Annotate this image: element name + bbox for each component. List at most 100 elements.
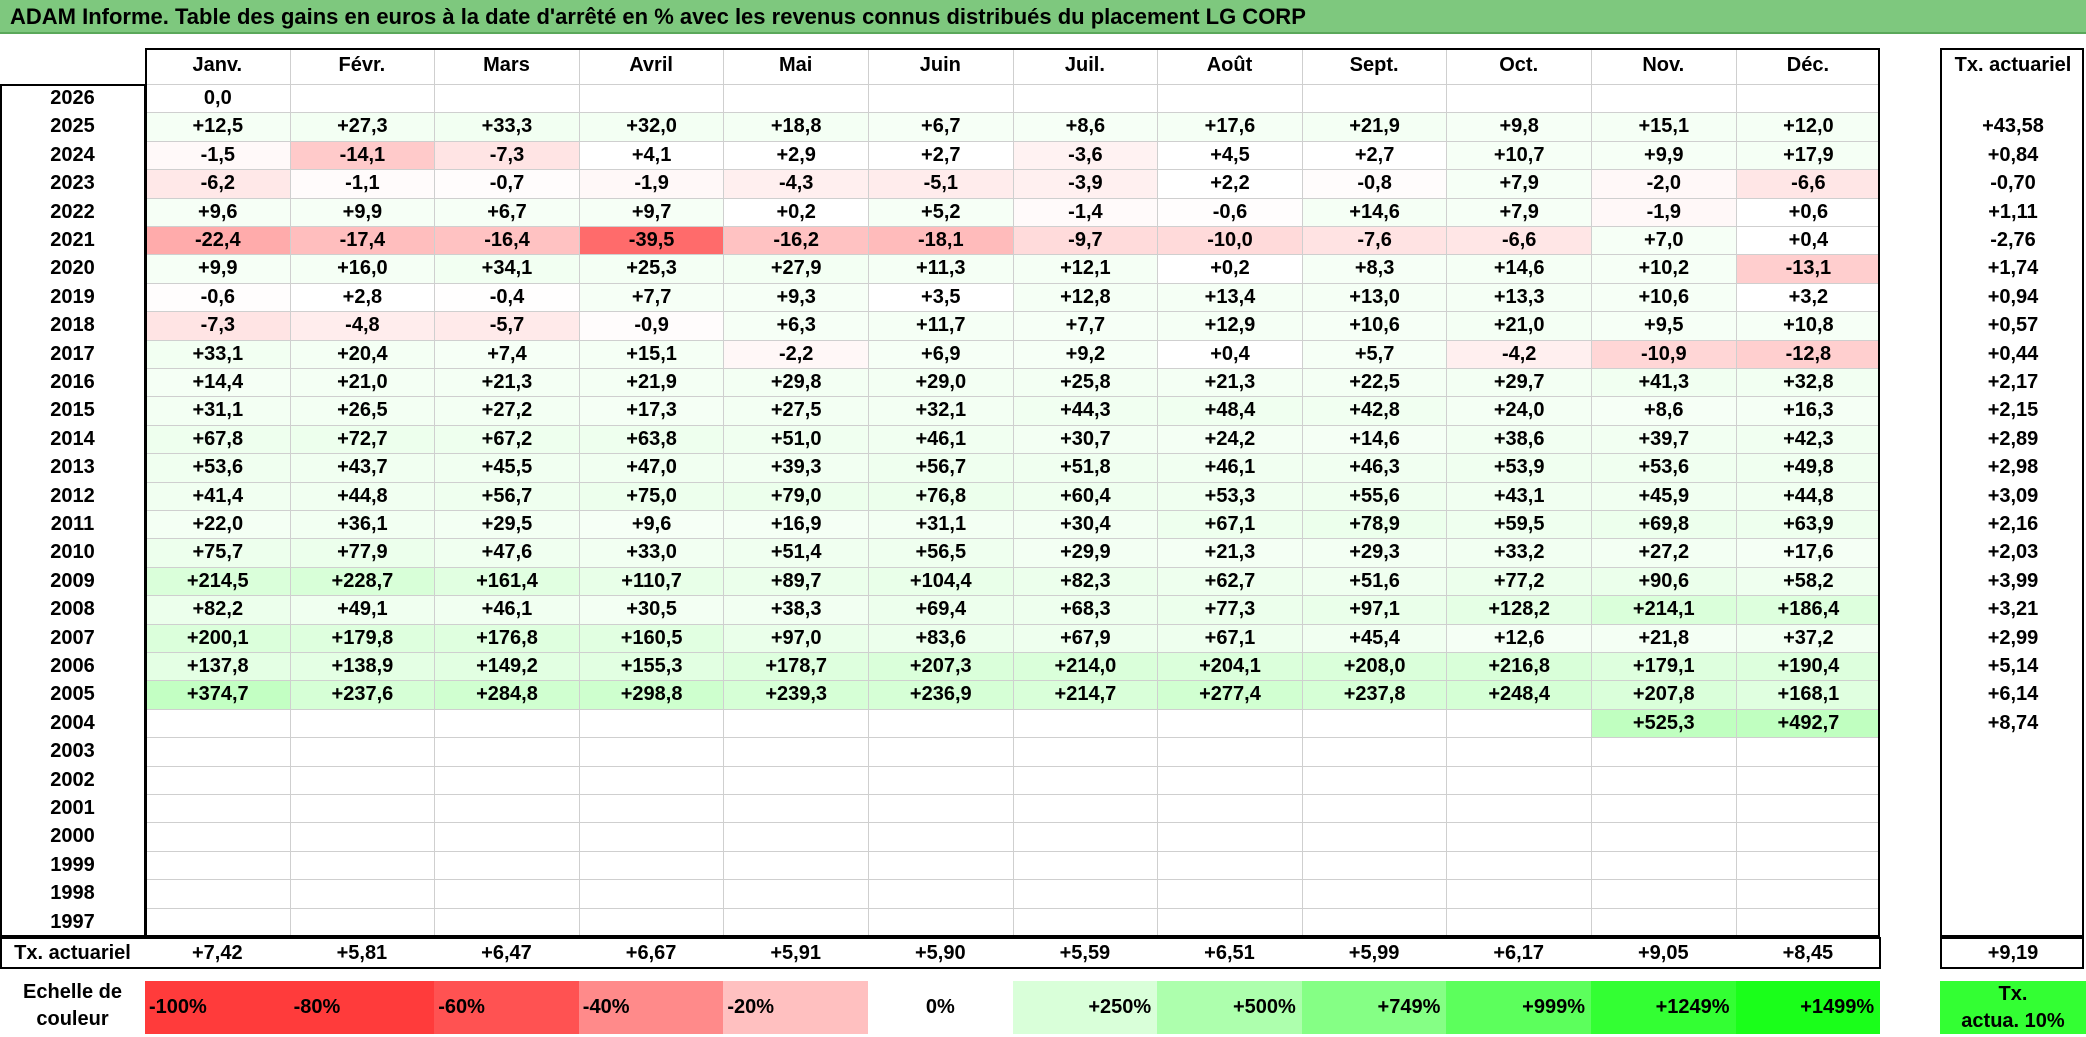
gain-cell — [146, 823, 290, 850]
gain-cell: +2,7 — [1354, 143, 1395, 166]
gain-cell — [1014, 880, 1158, 907]
gain-cell: +9,9 — [1592, 141, 1736, 170]
year-label: 2007 — [50, 626, 95, 649]
annual-rate — [1940, 908, 2086, 936]
gain-cell: -6,2 — [146, 170, 290, 198]
year-label: 1999 — [50, 853, 95, 876]
gain-cell: +7,9 — [1447, 170, 1591, 198]
gain-cell: +56,5 — [869, 539, 1013, 567]
gain-cell: +17,6 — [1736, 539, 1881, 567]
gain-cell: +14,4 — [146, 369, 290, 397]
gain-cell: +14,6 — [1447, 255, 1591, 283]
gain-cell: +2,9 — [776, 143, 816, 166]
gain-cell — [1014, 767, 1158, 794]
gain-cell: -2,0 — [1592, 170, 1736, 198]
gain-cell: +104,4 — [869, 567, 1013, 596]
gain-cell: -9,7 — [1013, 227, 1158, 255]
gain-cell — [1158, 909, 1302, 936]
grid-line — [1301, 48, 1303, 936]
gain-cell: +62,7 — [1158, 567, 1302, 596]
gain-cell — [1592, 909, 1736, 936]
gain-cell: +8,3 — [1302, 255, 1447, 283]
footer-rate: +6,51 — [1204, 942, 1255, 964]
gain-cell: +29,3 — [1302, 539, 1447, 567]
annual-header: Tx. actuariel — [1954, 54, 2072, 76]
gain-cell: +36,1 — [290, 511, 435, 539]
gain-cell — [1737, 767, 1881, 794]
year-label: 2018 — [50, 314, 95, 337]
gain-cell: -7,3 — [146, 312, 290, 340]
gain-cell — [1592, 767, 1736, 794]
gain-cell: +82,2 — [146, 596, 290, 624]
annual-rate: +0,94 — [1987, 285, 2039, 308]
gain-cell: +67,1 — [1158, 511, 1302, 539]
gain-cell — [435, 738, 579, 765]
gain-cell — [869, 909, 1013, 936]
gain-cell: +22,0 — [146, 511, 290, 539]
gain-cell: +83,6 — [869, 624, 1013, 652]
gain-cell: 0,0 — [203, 87, 232, 109]
gain-cell: +34,1 — [435, 255, 579, 283]
gain-cell — [724, 823, 868, 850]
gain-cell: +46,3 — [1302, 454, 1447, 482]
gain-cell: -16,2 — [724, 227, 868, 255]
gain-cell: +13,4 — [1158, 283, 1302, 312]
gain-cell — [1447, 823, 1591, 850]
gain-cell: +12,1 — [1013, 255, 1158, 283]
grid-line — [1446, 48, 1448, 936]
gain-cell: +21,9 — [579, 369, 724, 397]
gain-cell: +29,7 — [1447, 369, 1591, 397]
gain-cell: +525,3 — [1592, 709, 1736, 738]
gain-cell: +10,6 — [1592, 283, 1736, 312]
annual-rate: +2,99 — [1987, 626, 2039, 649]
gain-cell — [1447, 767, 1591, 794]
grid-line — [434, 48, 436, 936]
scale-stop: +500% — [1157, 981, 1302, 1034]
gain-cell: +13,3 — [1447, 283, 1591, 312]
gain-cell — [1447, 710, 1591, 737]
gain-cell: +38,6 — [1447, 425, 1591, 454]
gain-cell: +6,9 — [869, 340, 1013, 368]
gain-cell — [1737, 85, 1881, 112]
gain-cell — [724, 85, 868, 112]
gain-cell: +10,6 — [1302, 312, 1447, 340]
gain-cell: +6,3 — [724, 312, 868, 340]
gain-cell — [1014, 85, 1158, 112]
gain-cell: -14,1 — [290, 141, 435, 170]
annual-rate: +3,21 — [1987, 598, 2039, 621]
gain-cell: +60,4 — [1013, 482, 1158, 510]
gain-cell: +30,4 — [1013, 511, 1158, 539]
gain-cell — [1447, 85, 1591, 112]
annual-rate — [1940, 84, 2086, 112]
month-header: Déc. — [1786, 54, 1830, 76]
gain-cell — [1303, 795, 1447, 822]
gain-cell: +168,1 — [1736, 681, 1881, 709]
year-label: 2004 — [50, 711, 95, 734]
annual-rate: +43,58 — [1982, 115, 2044, 138]
scale-stop: +1249% — [1591, 981, 1736, 1034]
gain-cell: +9,2 — [1013, 340, 1158, 368]
gain-cell: +248,4 — [1447, 681, 1591, 709]
gain-cell: +33,0 — [579, 539, 724, 567]
gain-cell — [580, 909, 724, 936]
gain-cell: +69,4 — [869, 596, 1013, 624]
gain-cell: +90,6 — [1592, 567, 1736, 596]
gain-cell — [1158, 880, 1302, 907]
gain-cell: +63,8 — [579, 425, 724, 454]
gain-cell: +31,1 — [869, 511, 1013, 539]
gain-cell: +237,8 — [1302, 681, 1447, 709]
gain-cell: +204,1 — [1158, 653, 1302, 681]
gain-cell — [724, 738, 868, 765]
scale-stop: -100% — [145, 981, 290, 1034]
gain-cell: +49,8 — [1736, 454, 1881, 482]
gain-cell: +492,7 — [1736, 709, 1881, 738]
gain-cell: -3,6 — [1013, 141, 1158, 170]
year-label: 2021 — [50, 229, 95, 251]
month-header: Juil. — [1064, 54, 1105, 76]
gain-cell: +77,3 — [1158, 596, 1302, 624]
gain-cell: +42,3 — [1736, 425, 1881, 454]
gain-cell: -4,3 — [724, 170, 868, 198]
gain-cell: +21,9 — [1302, 113, 1447, 141]
gain-cell: +149,2 — [435, 653, 579, 681]
year-label: 2003 — [50, 740, 95, 763]
